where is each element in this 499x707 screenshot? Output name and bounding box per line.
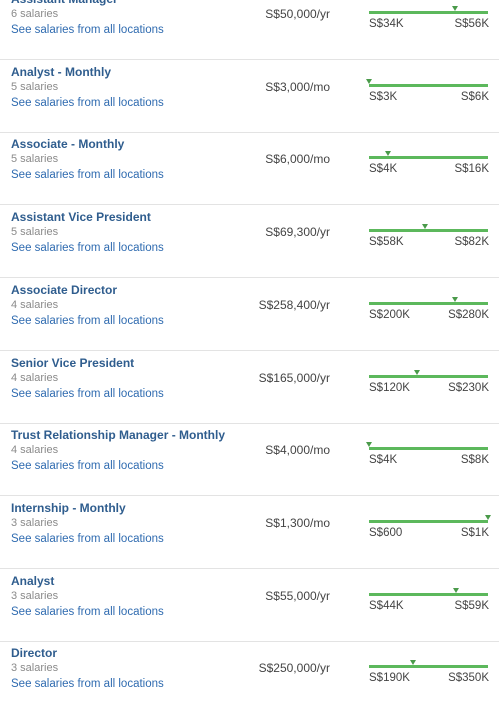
range-high: S$350K [448, 672, 489, 685]
range-high: S$16K [454, 163, 489, 176]
salary-count: 5 salaries [11, 80, 59, 93]
salary: S$69,300/yr [265, 225, 330, 240]
salary-marker [410, 660, 417, 666]
range-low: S$4K [369, 454, 398, 467]
range-bar [369, 592, 488, 596]
locations-link[interactable]: See salaries from all locations [11, 387, 164, 400]
row-separator [0, 59, 499, 60]
range-high: S$230K [448, 381, 489, 394]
range-high: S$8K [460, 454, 489, 467]
locations-link[interactable]: See salaries from all locations [11, 314, 164, 327]
salary: S$4,000/mo [265, 443, 330, 458]
salary: S$6,000/mo [265, 152, 330, 167]
job-title[interactable]: Senior Vice President [11, 355, 135, 370]
range-bar [369, 11, 488, 14]
salary: S$55,000/yr [265, 588, 330, 603]
row-separator [0, 277, 499, 279]
row-separator [0, 422, 499, 424]
salary-count: 5 salaries [11, 153, 59, 166]
row-separator [0, 640, 499, 642]
salary-marker [452, 6, 459, 11]
range-bar [369, 156, 488, 160]
salary-marker [484, 514, 491, 520]
range-bar [369, 229, 488, 233]
range-low: S$120K [369, 381, 410, 394]
salary: S$1,300/mo [265, 515, 330, 530]
row-separator [0, 495, 499, 497]
locations-link[interactable]: See salaries from all locations [11, 24, 164, 36]
range-bar [369, 374, 488, 378]
salary-count: 3 salaries [11, 589, 59, 602]
locations-link[interactable]: See salaries from all locations [11, 532, 164, 545]
salary: S$3,000/mo [265, 79, 330, 94]
job-title[interactable]: Analyst - Monthly [11, 64, 112, 79]
salary-count: 4 salaries [11, 371, 59, 384]
locations-link[interactable]: See salaries from all locations [11, 460, 164, 473]
locations-link[interactable]: See salaries from all locations [11, 169, 164, 182]
range-low: S$44K [369, 599, 404, 612]
salary-count: 4 salaries [11, 444, 59, 457]
job-title[interactable]: Associate Director [11, 282, 118, 297]
salary-count: 3 salaries [11, 662, 59, 675]
locations-link[interactable]: See salaries from all locations [11, 96, 164, 109]
row-separator [0, 567, 499, 569]
range-high: S$56K [454, 18, 489, 30]
range-bar [369, 83, 488, 87]
range-bar [369, 447, 488, 451]
range-bar [369, 665, 488, 669]
salary: S$50,000/yr [265, 7, 330, 21]
range-bar [369, 519, 488, 523]
range-high: S$59K [454, 599, 489, 612]
range-low: S$4K [369, 163, 398, 176]
job-title[interactable]: Internship - Monthly [11, 500, 126, 515]
row-separator [0, 204, 499, 206]
salary: S$165,000/yr [258, 370, 330, 385]
range-low: S$34K [369, 18, 404, 30]
salary-count: 4 salaries [11, 298, 59, 311]
locations-link[interactable]: See salaries from all locations [11, 605, 164, 618]
job-title[interactable]: Assistant Vice President [11, 210, 151, 225]
range-low: S$58K [369, 236, 404, 249]
range-bar [369, 301, 488, 305]
range-high: S$6K [460, 90, 489, 103]
range-low: S$3K [369, 90, 398, 103]
locations-link[interactable]: See salaries from all locations [11, 242, 164, 255]
salary-count: 6 salaries [11, 8, 59, 20]
job-title[interactable]: Director [11, 646, 58, 661]
salary: S$258,400/yr [258, 297, 330, 312]
job-title[interactable]: Assistant Manager [11, 0, 118, 6]
job-title[interactable]: Analyst [11, 573, 55, 588]
range-low: S$200K [369, 308, 410, 321]
range-high: S$280K [448, 308, 489, 321]
range-low: S$190K [369, 672, 410, 685]
salary-marker [452, 587, 459, 593]
salary-marker [365, 78, 372, 84]
salary-count: 5 salaries [11, 226, 59, 239]
row-separator [0, 349, 499, 351]
range-high: S$82K [454, 236, 489, 249]
job-title[interactable]: Trust Relationship Manager - Monthly [11, 428, 226, 443]
salary-marker [365, 442, 372, 448]
salary-marker [385, 151, 392, 157]
range-low: S$600 [369, 526, 403, 539]
salary-marker [421, 224, 428, 230]
salary-marker [414, 369, 421, 375]
salary-count: 3 salaries [11, 516, 59, 529]
job-title[interactable]: Associate - Monthly [11, 137, 125, 152]
locations-link[interactable]: See salaries from all locations [11, 678, 164, 691]
row-separator [0, 131, 499, 133]
salary-marker [452, 296, 459, 302]
range-high: S$1K [460, 526, 489, 539]
salary: S$250,000/yr [258, 661, 330, 676]
